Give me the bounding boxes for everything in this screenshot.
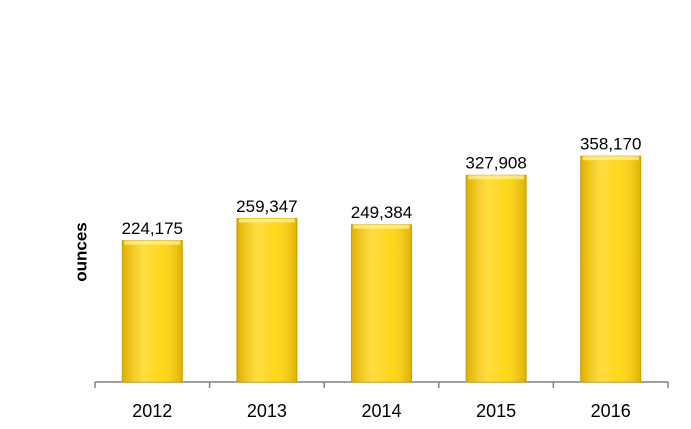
bar-cap bbox=[468, 175, 525, 180]
value-label: 259,347 bbox=[236, 197, 297, 216]
y-axis-label: ounces bbox=[71, 222, 90, 282]
bar-shade bbox=[580, 156, 641, 382]
value-label: 249,384 bbox=[351, 203, 412, 222]
x-tick-label: 2015 bbox=[476, 401, 516, 421]
bar-cap bbox=[238, 218, 295, 223]
x-tick-label: 2016 bbox=[591, 401, 631, 421]
value-label: 327,908 bbox=[465, 154, 526, 173]
bar-cap bbox=[124, 240, 181, 245]
bar-cap bbox=[582, 156, 639, 161]
value-label: 224,175 bbox=[122, 219, 183, 238]
x-tick-label: 2014 bbox=[361, 401, 401, 421]
x-tick-label: 2013 bbox=[247, 401, 287, 421]
bar-cap bbox=[353, 224, 410, 229]
value-label: 358,170 bbox=[580, 135, 641, 154]
bar-shade bbox=[236, 218, 297, 382]
bar-shade bbox=[351, 224, 412, 382]
bar-shade bbox=[122, 240, 183, 382]
bar-shade bbox=[466, 175, 527, 382]
x-tick-label: 2012 bbox=[132, 401, 172, 421]
